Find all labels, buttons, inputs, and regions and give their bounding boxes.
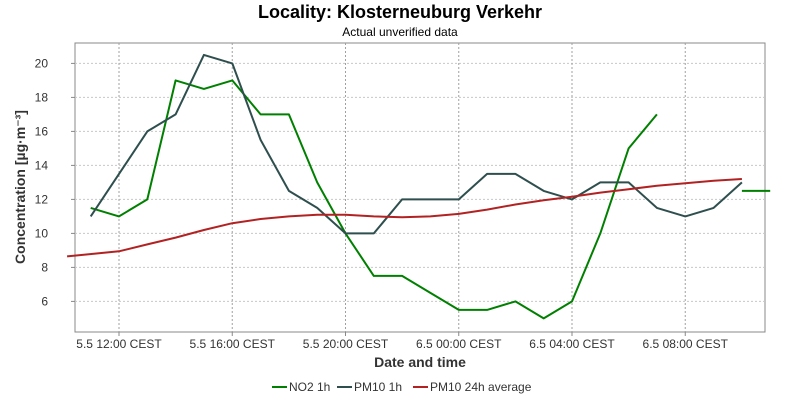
series-line-pm10-1h xyxy=(89,53,743,235)
y-tick-label: 6 xyxy=(41,294,48,308)
series-line-no2-1h xyxy=(90,79,771,320)
y-tick-label: 18 xyxy=(35,90,49,104)
x-tick-label: 5.5 20:00 CEST xyxy=(303,337,389,351)
y-tick-label: 10 xyxy=(35,226,49,240)
x-tick-label: 5.5 16:00 CEST xyxy=(190,337,276,351)
y-axis-label: Concentration [µg·m⁻³] xyxy=(12,110,28,264)
y-tick-label: 12 xyxy=(35,192,49,206)
series-lines xyxy=(67,53,771,320)
legend-label: PM10 24h average xyxy=(430,380,532,394)
legend-label: PM10 1h xyxy=(354,380,402,394)
plot-area xyxy=(74,42,766,333)
chart-title: Locality: Klosterneuburg Verkehr xyxy=(258,2,542,22)
chart-subtitle: Actual unverified data xyxy=(342,25,458,39)
x-tick-label: 6.5 04:00 CEST xyxy=(529,337,615,351)
y-tick-label: 8 xyxy=(41,260,48,274)
x-tick-label: 6.5 00:00 CEST xyxy=(416,337,502,351)
x-tick-label: 5.5 12:00 CEST xyxy=(76,337,162,351)
x-tick-label: 6.5 08:00 CEST xyxy=(643,337,729,351)
x-axis-label: Date and time xyxy=(374,354,466,370)
y-tick-label: 16 xyxy=(35,124,49,138)
legend-label: NO2 1h xyxy=(289,380,330,394)
axis-ticks: 6 8 10 12 14 16 18 20 5.5 12:00 CEST 5.5 16:00 CE… xyxy=(35,56,729,351)
y-tick-label: 14 xyxy=(35,158,49,172)
legend: NO2 1h PM10 1h PM10 24h average xyxy=(272,380,532,394)
y-tick-label: 20 xyxy=(35,56,49,70)
series-line-pm10-24h-average xyxy=(67,178,742,258)
